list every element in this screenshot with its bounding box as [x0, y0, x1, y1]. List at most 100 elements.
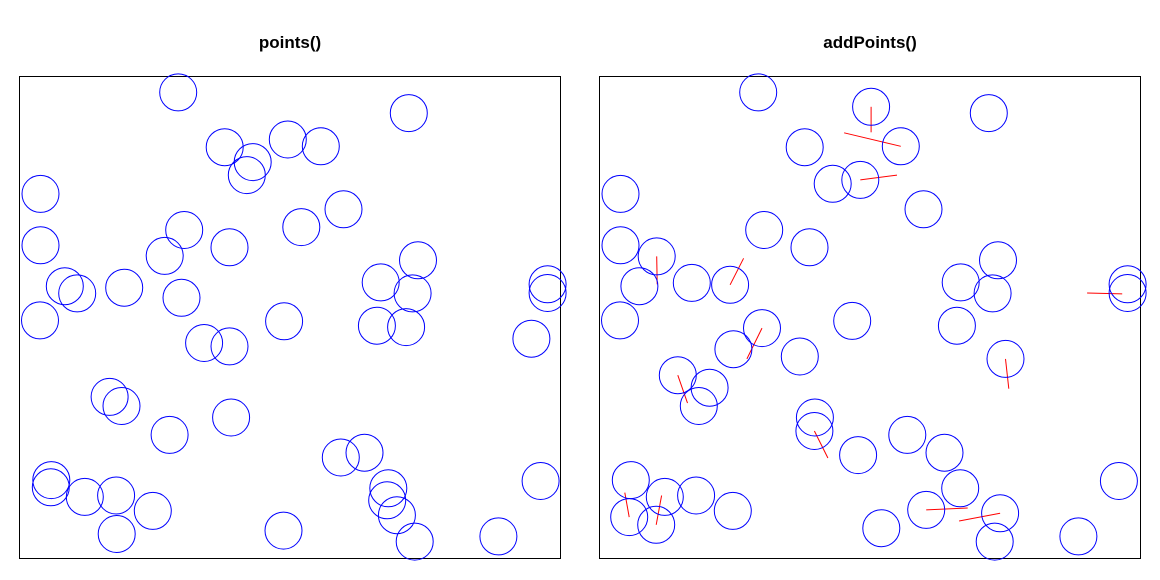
data-point [97, 476, 136, 515]
data-point [387, 308, 426, 347]
connector-segment [1087, 292, 1123, 295]
data-point [264, 511, 303, 550]
data-point [790, 228, 829, 267]
points-layer [601, 73, 1147, 561]
data-point [785, 128, 824, 167]
data-point [268, 120, 307, 159]
data-point [1108, 265, 1147, 304]
data-point [282, 208, 321, 247]
data-point [21, 226, 60, 265]
data-point [852, 87, 891, 126]
connector-segment [926, 507, 968, 511]
data-point [601, 174, 640, 213]
data-point [105, 268, 144, 307]
data-point [212, 398, 251, 437]
panel-title-points: points() [259, 33, 321, 52]
data-point [393, 274, 432, 313]
data-point [713, 491, 752, 530]
data-point [357, 306, 396, 345]
data-point [986, 339, 1025, 378]
data-point [637, 505, 676, 544]
data-point [145, 236, 184, 275]
data-point [528, 265, 567, 304]
data-point [841, 160, 880, 199]
connector-segment [843, 132, 901, 147]
plot-frame-addpoints [599, 76, 1141, 559]
data-point [205, 128, 244, 167]
data-point [975, 522, 1014, 561]
data-point [97, 515, 136, 553]
data-point [512, 319, 551, 358]
data-point [981, 494, 1020, 533]
segments-layer [624, 106, 1123, 525]
plot-frame-points [19, 76, 561, 559]
data-point [399, 241, 437, 280]
data-point [210, 228, 249, 267]
data-point [714, 330, 753, 369]
data-point [941, 263, 980, 302]
data-point [21, 301, 59, 340]
data-point [745, 211, 784, 249]
data-point [888, 415, 927, 454]
data-point [377, 496, 416, 535]
data-point [937, 306, 976, 345]
data-point [739, 73, 778, 112]
panel-title-addpoints: addPoints() [823, 33, 917, 52]
connector-segment [677, 375, 688, 404]
data-point [904, 190, 943, 229]
data-point [345, 433, 384, 472]
data-point [528, 274, 567, 312]
connector-segment [655, 495, 663, 525]
data-point [1059, 517, 1098, 556]
data-point [813, 164, 852, 203]
data-point [227, 156, 266, 195]
data-point [881, 127, 920, 166]
data-point [521, 462, 560, 500]
data-point [90, 377, 129, 416]
data-point [21, 174, 60, 213]
connector-segment [624, 492, 630, 518]
connector-segment [729, 258, 745, 286]
data-point [907, 490, 946, 529]
data-point [677, 476, 716, 515]
data-point [150, 415, 189, 454]
data-point [321, 438, 360, 477]
data-point [1108, 274, 1147, 312]
data-point [479, 517, 518, 556]
data-point [780, 337, 819, 376]
data-point [58, 274, 97, 313]
data-point [601, 226, 640, 265]
data-point [645, 477, 684, 516]
data-point [925, 433, 964, 472]
data-point [102, 387, 141, 425]
data-point [620, 267, 659, 306]
data-point [389, 94, 428, 133]
panel-addpoints: addPoints() [599, 33, 1147, 561]
data-point [165, 211, 204, 249]
data-point [1099, 462, 1138, 500]
data-point [743, 309, 781, 348]
data-point [133, 491, 172, 530]
data-point [833, 301, 872, 340]
data-point [31, 468, 70, 507]
data-point [839, 436, 878, 475]
data-point [979, 241, 1017, 280]
data-point [45, 267, 84, 306]
data-point [795, 398, 834, 437]
data-point [611, 461, 650, 500]
connector-segment [746, 327, 763, 360]
data-point [369, 469, 408, 508]
data-point [301, 127, 340, 166]
data-point [637, 237, 676, 276]
data-point [32, 461, 71, 500]
data-point [265, 302, 304, 341]
data-point [361, 263, 400, 302]
data-point [601, 301, 639, 340]
data-point [65, 477, 104, 516]
data-point [159, 73, 198, 112]
data-point [679, 387, 718, 425]
data-point [610, 498, 649, 537]
data-point [395, 522, 434, 561]
data-point [795, 412, 834, 450]
